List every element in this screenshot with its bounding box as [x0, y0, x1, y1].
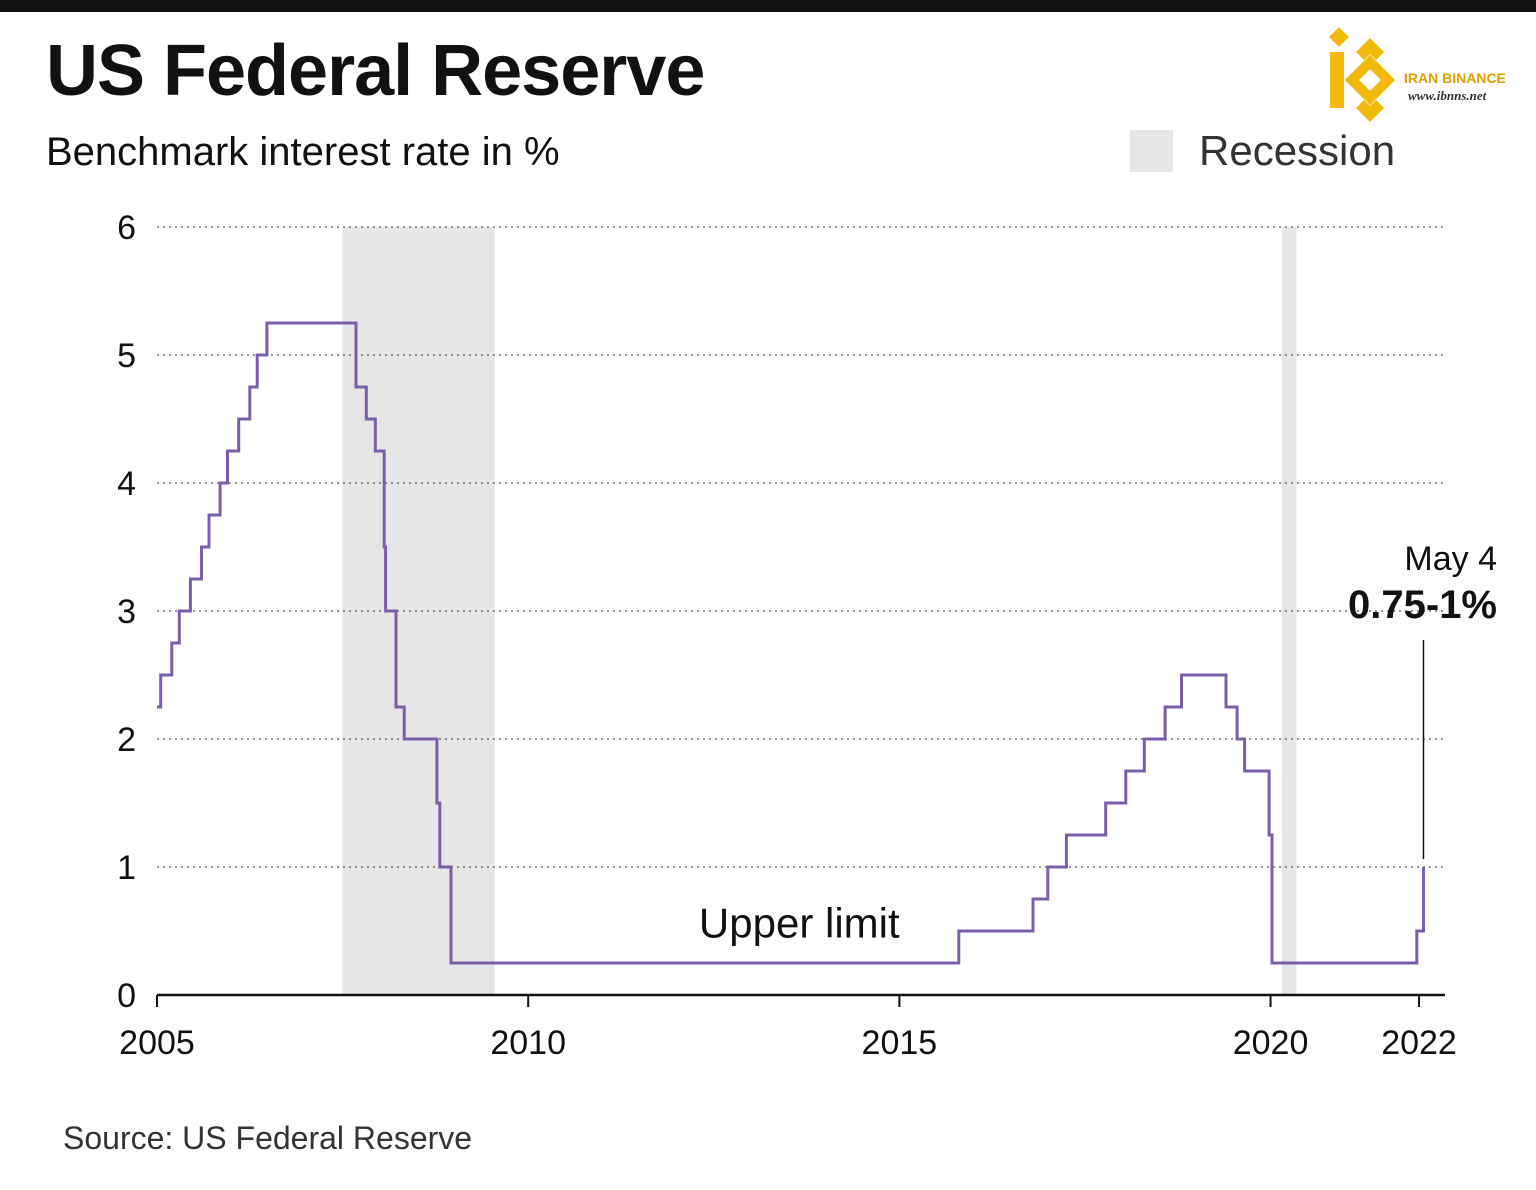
y-tick-label-3: 3 — [117, 593, 136, 631]
gridlines — [157, 226, 1445, 868]
x-tick-label-2005: 2005 — [119, 1024, 195, 1062]
recession-band-1 — [342, 227, 495, 995]
annotation-upper-limit: Upper limit — [699, 899, 900, 946]
recession-swatch — [1130, 130, 1173, 172]
rate-chart: 0 1 2 3 4 5 6 2005 2010 2015 2020 2022 Upper limit… — [117, 209, 1497, 1062]
legend: Recession — [1130, 127, 1396, 174]
x-tick-label-2015: 2015 — [862, 1024, 938, 1062]
x-tick-label-2022: 2022 — [1381, 1024, 1457, 1062]
x-tick-label-2020: 2020 — [1233, 1024, 1309, 1062]
y-tick-label-6: 6 — [117, 209, 136, 247]
chart-title: US Federal Reserve — [46, 31, 705, 111]
y-tick-label-0: 0 — [117, 977, 136, 1015]
x-tick-label-2010: 2010 — [490, 1024, 566, 1062]
legend-label-recession: Recession — [1199, 127, 1396, 174]
logo-name: IRAN BINANCE — [1404, 70, 1506, 86]
y-tick-label-1: 1 — [117, 849, 136, 887]
iran-binance-logo — [1329, 27, 1396, 122]
series-line-upper-limit — [157, 321, 1425, 965]
logo-url: www.ibnns.net — [1408, 88, 1487, 103]
x-axis — [156, 993, 1445, 1007]
source-note: Source: US Federal Reserve — [63, 1120, 473, 1156]
annotation-date: May 4 — [1404, 540, 1497, 578]
annotation-value: 0.75-1% — [1348, 583, 1497, 627]
y-tick-label-5: 5 — [117, 337, 136, 375]
y-tick-labels: 0 1 2 3 4 5 6 — [117, 209, 136, 1015]
top-rule — [0, 0, 1536, 12]
x-tick-labels: 2005 2010 2015 2020 2022 — [119, 1024, 1457, 1062]
y-tick-label-2: 2 — [117, 721, 136, 759]
recession-band-2 — [1281, 227, 1297, 995]
y-tick-label-4: 4 — [117, 465, 136, 503]
chart-subtitle: Benchmark interest rate in % — [46, 130, 560, 174]
